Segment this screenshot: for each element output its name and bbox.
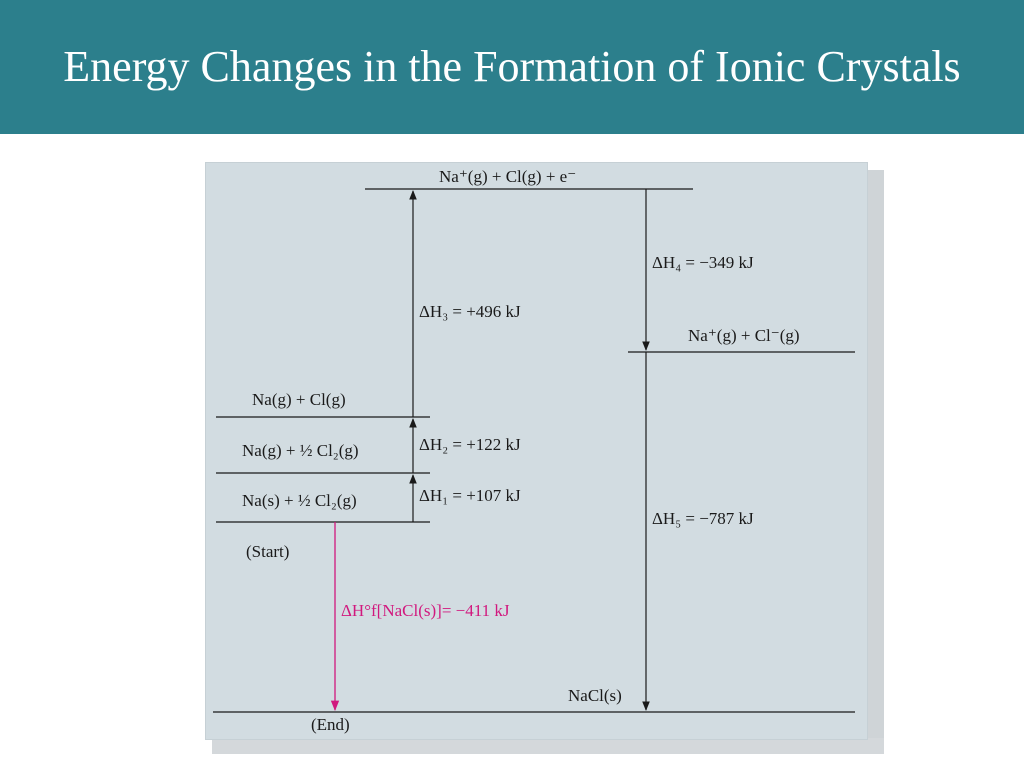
- title-bar: Energy Changes in the Formation of Ionic…: [0, 0, 1024, 134]
- label-na-half-cl2-gas: Na(g) + ½ Cl₂(g): [242, 441, 359, 460]
- panel-shadow-right: [866, 170, 884, 742]
- label-end: (End): [311, 715, 350, 734]
- label-ions: Na⁺(g) + Cl⁻(g): [688, 326, 800, 345]
- label-dhf: ΔH°f[NaCl(s)]= −411 kJ: [341, 601, 510, 620]
- label-dh2: ΔH₂ = +122 kJ: [419, 435, 521, 454]
- slide-title: Energy Changes in the Formation of Ionic…: [63, 42, 961, 91]
- panel-shadow-bottom: [212, 738, 884, 754]
- label-dh1: ΔH₁ = +107 kJ: [419, 486, 521, 505]
- label-ions-electron: Na⁺(g) + Cl(g) + e⁻: [439, 167, 576, 186]
- label-na-cl-gas: Na(g) + Cl(g): [252, 390, 346, 409]
- diagram-panel: [205, 162, 868, 740]
- label-dh5: ΔH₅ = −787 kJ: [652, 509, 754, 528]
- label-start: (Start): [246, 542, 289, 561]
- label-dh4: ΔH₄ = −349 kJ: [652, 253, 754, 272]
- label-nacl-solid: NaCl(s): [568, 686, 622, 705]
- label-dh3: ΔH₃ = +496 kJ: [419, 302, 521, 321]
- label-na-solid-half-cl2: Na(s) + ½ Cl₂(g): [242, 491, 357, 510]
